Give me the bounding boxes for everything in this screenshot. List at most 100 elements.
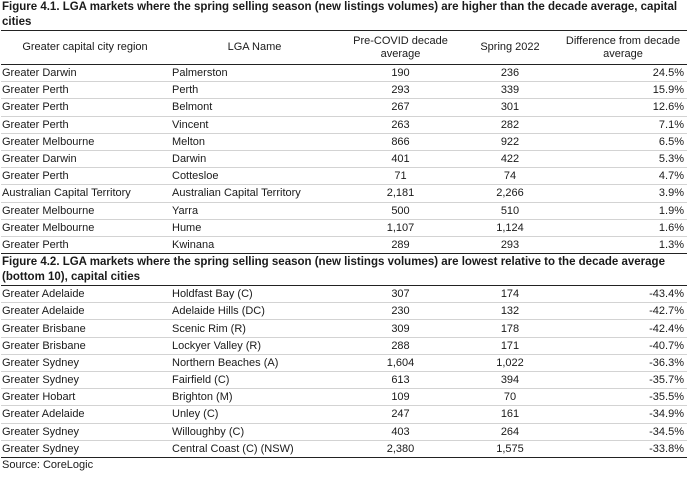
cell-decade-average: 190 [340, 64, 461, 83]
cell-region: Greater Adelaide [1, 302, 169, 321]
cell-lga-name: Holdfast Bay (C) [169, 285, 340, 304]
cell-spring-2022: 1,124 [461, 219, 559, 237]
cell-decade-average: 263 [340, 116, 461, 134]
cell-difference: 12.6% [559, 98, 687, 117]
cell-spring-2022: 70 [461, 388, 559, 407]
cell-region: Greater Melbourne [1, 133, 169, 151]
cell-difference: 5.3% [559, 150, 687, 169]
cell-spring-2022: 2,266 [461, 184, 559, 203]
table-header-row: Greater capital city region LGA Name Pre… [1, 30, 687, 65]
source-note: Source: CoreLogic [2, 458, 94, 471]
cell-spring-2022: 282 [461, 116, 559, 134]
cell-region: Greater Adelaide [1, 285, 169, 304]
cell-spring-2022: 1,575 [461, 440, 559, 458]
cell-difference: 7.1% [559, 116, 687, 134]
cell-difference: 1.3% [559, 236, 687, 255]
cell-decade-average: 403 [340, 423, 461, 441]
table-row: Greater Darwin Palmerston 190 236 24.5% [1, 64, 687, 83]
cell-region: Greater Perth [1, 81, 169, 100]
cell-region: Greater Brisbane [1, 337, 169, 355]
header-spring-2022: Spring 2022 [461, 30, 559, 65]
cell-spring-2022: 339 [461, 81, 559, 100]
table-row: Greater Hobart Brighton (M) 109 70 -35.5% [1, 388, 687, 407]
header-decade-average: Pre-COVID decade average [340, 30, 461, 65]
cell-lga-name: Vincent [169, 116, 340, 134]
cell-difference: -35.7% [559, 371, 687, 390]
cell-decade-average: 247 [340, 405, 461, 424]
cell-difference: -42.7% [559, 302, 687, 321]
cell-lga-name: Fairfield (C) [169, 371, 340, 390]
cell-spring-2022: 1,022 [461, 354, 559, 373]
table-row: Greater Perth Cottesloe 71 74 4.7% [1, 167, 687, 186]
cell-region: Greater Sydney [1, 371, 169, 390]
cell-difference: 24.5% [559, 64, 687, 83]
cell-lga-name: Brighton (M) [169, 388, 340, 407]
table-row: Greater Perth Vincent 263 282 7.1% [1, 116, 687, 134]
cell-difference: -40.7% [559, 337, 687, 355]
table-row: Greater Melbourne Yarra 500 510 1.9% [1, 202, 687, 220]
cell-lga-name: Belmont [169, 98, 340, 117]
figure-2-table: Greater Adelaide Holdfast Bay (C) 307 174 -4… [1, 285, 687, 458]
cell-region: Greater Darwin [1, 64, 169, 83]
cell-decade-average: 2,181 [340, 184, 461, 203]
table-row: Greater Adelaide Unley (C) 247 161 -34.9% [1, 405, 687, 424]
cell-lga-name: Yarra [169, 202, 340, 220]
cell-difference: 15.9% [559, 81, 687, 100]
cell-region: Greater Hobart [1, 388, 169, 407]
cell-decade-average: 1,107 [340, 219, 461, 237]
table-row: Greater Brisbane Scenic Rim (R) 309 178 -42.… [1, 319, 687, 338]
cell-region: Greater Perth [1, 116, 169, 134]
cell-decade-average: 401 [340, 150, 461, 169]
cell-difference: -35.5% [559, 388, 687, 407]
cell-lga-name: Melton [169, 133, 340, 151]
cell-decade-average: 500 [340, 202, 461, 220]
cell-decade-average: 293 [340, 81, 461, 100]
cell-spring-2022: 74 [461, 167, 559, 186]
cell-decade-average: 307 [340, 285, 461, 304]
cell-difference: -43.4% [559, 285, 687, 304]
cell-lga-name: Lockyer Valley (R) [169, 337, 340, 355]
cell-region: Greater Melbourne [1, 202, 169, 220]
table-row: Greater Perth Perth 293 339 15.9% [1, 81, 687, 100]
cell-lga-name: Hume [169, 219, 340, 237]
cell-spring-2022: 293 [461, 236, 559, 255]
cell-spring-2022: 301 [461, 98, 559, 117]
cell-difference: 1.6% [559, 219, 687, 237]
table-row: Greater Sydney Willoughby (C) 403 264 -34.5% [1, 423, 687, 441]
cell-spring-2022: 178 [461, 319, 559, 338]
table-row: Greater Adelaide Holdfast Bay (C) 307 174 -4… [1, 285, 687, 304]
cell-region: Greater Brisbane [1, 319, 169, 338]
table-row: Greater Darwin Darwin 401 422 5.3% [1, 150, 687, 169]
cell-difference: 6.5% [559, 133, 687, 151]
table-row: Greater Perth Kwinana 289 293 1.3% [1, 236, 687, 255]
cell-difference: 3.9% [559, 184, 687, 203]
cell-spring-2022: 422 [461, 150, 559, 169]
table-row: Greater Sydney Central Coast (C) (NSW) 2,3… [1, 440, 687, 458]
cell-difference: -33.8% [559, 440, 687, 458]
header-lga-name: LGA Name [169, 30, 340, 65]
cell-decade-average: 866 [340, 133, 461, 151]
table-row: Greater Adelaide Adelaide Hills (DC) 230 13… [1, 302, 687, 321]
cell-lga-name: Australian Capital Territory [169, 184, 340, 203]
cell-lga-name: Palmerston [169, 64, 340, 83]
cell-decade-average: 230 [340, 302, 461, 321]
cell-decade-average: 613 [340, 371, 461, 390]
figure-2-title: Figure 4.2. LGA markets where the spring… [2, 256, 665, 284]
cell-decade-average: 1,604 [340, 354, 461, 373]
cell-lga-name: Cottesloe [169, 167, 340, 186]
cell-region: Greater Sydney [1, 440, 169, 458]
cell-lga-name: Adelaide Hills (DC) [169, 302, 340, 321]
header-difference: Difference from decade average [559, 30, 687, 65]
cell-spring-2022: 510 [461, 202, 559, 220]
cell-region: Greater Darwin [1, 150, 169, 169]
table-row: Greater Perth Belmont 267 301 12.6% [1, 98, 687, 117]
table-row: Greater Melbourne Melton 866 922 6.5% [1, 133, 687, 151]
cell-region: Greater Perth [1, 98, 169, 117]
cell-spring-2022: 161 [461, 405, 559, 424]
cell-decade-average: 71 [340, 167, 461, 186]
cell-region: Australian Capital Territory [1, 184, 169, 203]
cell-lga-name: Willoughby (C) [169, 423, 340, 441]
cell-spring-2022: 394 [461, 371, 559, 390]
cell-spring-2022: 171 [461, 337, 559, 355]
